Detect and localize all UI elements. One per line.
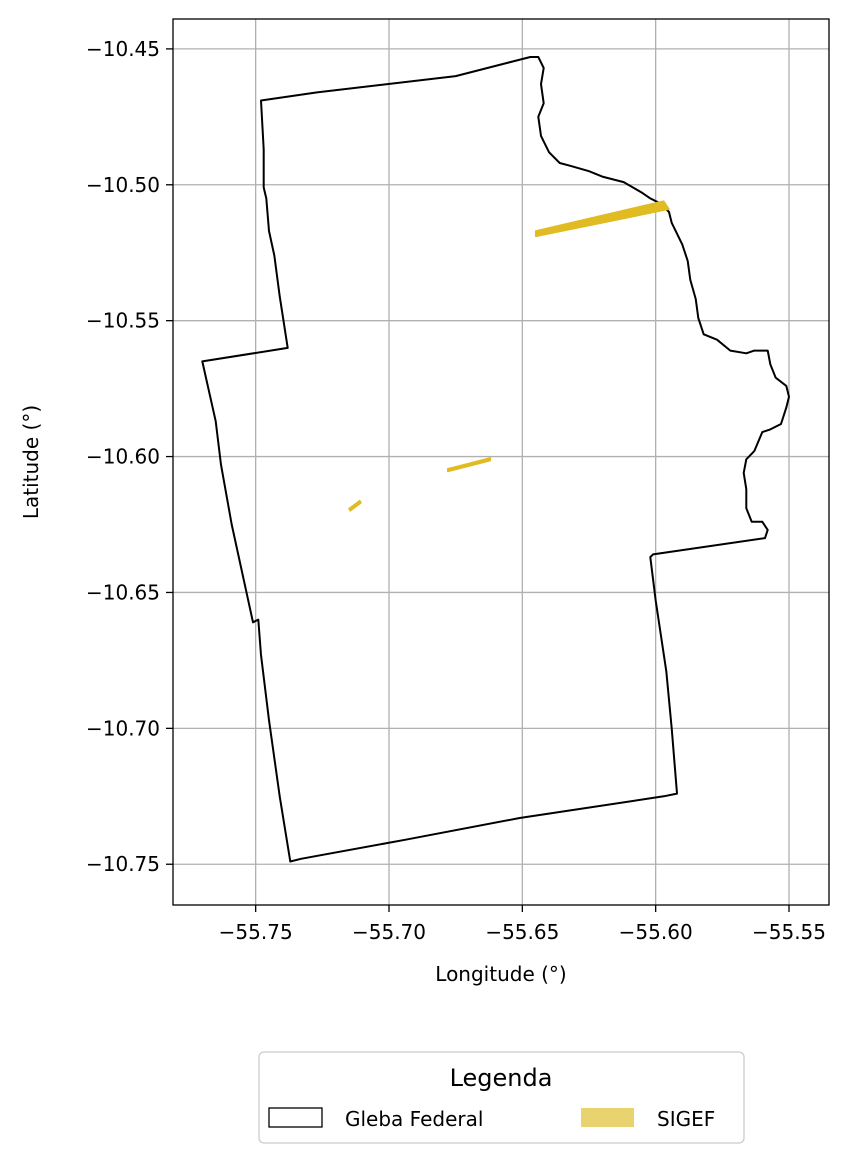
x-tick-label: −55.65 [485,920,559,944]
y-tick-label: −10.55 [86,309,160,333]
gleba-federal-boundary [201,56,790,863]
y-tick-label: −10.70 [86,716,160,740]
y-tick-label: −10.45 [86,37,160,61]
y-tick-label: −10.75 [86,852,160,876]
legend-swatch-sigef [581,1108,634,1127]
y-tick-label: −10.60 [86,445,160,469]
x-axis-label: Longitude (°) [435,962,566,986]
x-tick-label: −55.60 [619,920,693,944]
sigef-parcel [348,499,362,512]
sigef-parcel [534,200,670,238]
x-tick-label: −55.75 [219,920,293,944]
x-tick-label: −55.55 [752,920,826,944]
x-tick-label: −55.70 [352,920,426,944]
y-tick-label: −10.50 [86,173,160,197]
y-tick-label: −10.65 [86,580,160,604]
legend-swatch-gleba-federal [268,1107,323,1128]
map-shapes [201,56,790,863]
tick-marks: −55.75 −55.70 −55.65 −55.60 −55.55 −10.45 −10.… [86,37,826,944]
grid-lines [173,19,829,905]
legend-label-gleba-federal: Gleba Federal [345,1107,483,1131]
legend-title: Legenda [450,1064,553,1092]
legend: Legenda Gleba Federal SIGEF [258,1051,745,1144]
plot-frame [172,18,830,906]
sigef-parcel [446,457,492,473]
y-axis-label: Latitude (°) [19,405,43,519]
legend-label-sigef: SIGEF [657,1107,715,1131]
